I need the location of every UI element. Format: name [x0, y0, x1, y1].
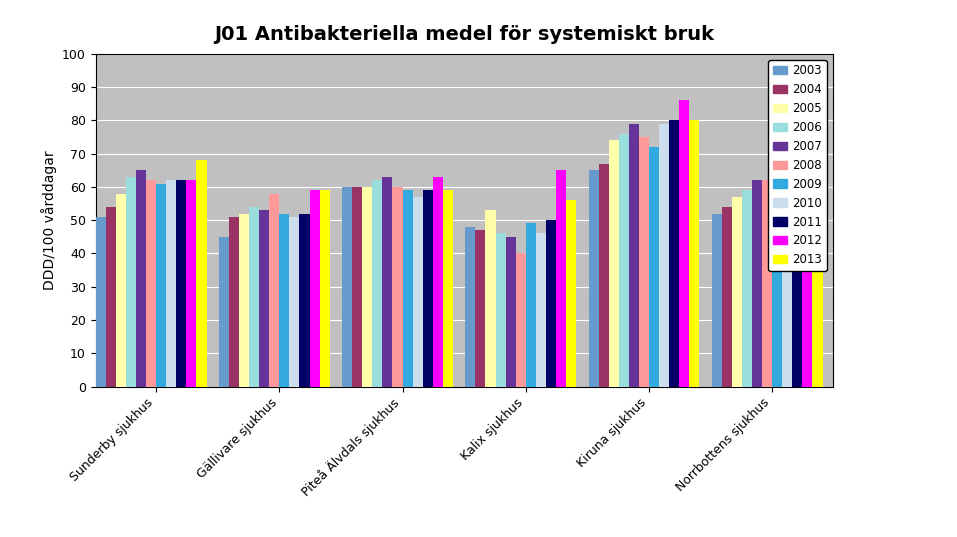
Bar	[639, 137, 649, 387]
Bar	[196, 160, 207, 387]
Bar	[485, 210, 496, 387]
Bar	[516, 253, 525, 387]
Bar	[156, 184, 167, 387]
Title: J01 Antibakteriella medel för systemiskt bruk: J01 Antibakteriella medel för systemiskt…	[214, 25, 714, 44]
Bar	[742, 190, 752, 387]
Bar	[167, 180, 176, 387]
Bar	[412, 197, 423, 387]
Bar	[96, 217, 106, 387]
Bar	[598, 164, 609, 387]
Bar	[762, 180, 772, 387]
Bar	[629, 124, 639, 387]
Bar	[732, 197, 742, 387]
Bar	[219, 237, 229, 387]
Bar	[752, 180, 762, 387]
Bar	[106, 207, 116, 387]
Bar	[136, 170, 146, 387]
Bar	[279, 214, 289, 387]
Bar	[465, 227, 476, 387]
Bar	[669, 120, 679, 387]
Bar	[300, 214, 309, 387]
Bar	[525, 223, 536, 387]
Bar	[722, 207, 732, 387]
Bar	[609, 140, 619, 387]
Bar	[352, 187, 363, 387]
Bar	[269, 193, 279, 387]
Bar	[619, 134, 629, 387]
Bar	[476, 230, 485, 387]
Bar	[689, 120, 700, 387]
Bar	[320, 190, 330, 387]
Bar	[712, 214, 722, 387]
Bar	[289, 217, 300, 387]
Bar	[126, 177, 136, 387]
Legend: 2003, 2004, 2005, 2006, 2007, 2008, 2009, 2010, 2011, 2012, 2013: 2003, 2004, 2005, 2006, 2007, 2008, 2009…	[768, 60, 827, 271]
Bar	[772, 197, 782, 387]
Bar	[146, 180, 156, 387]
Bar	[782, 197, 792, 387]
Bar	[649, 147, 659, 387]
Bar	[589, 170, 598, 387]
Bar	[249, 207, 259, 387]
Bar	[536, 234, 545, 387]
Bar	[342, 187, 352, 387]
Bar	[259, 210, 269, 387]
Bar	[443, 190, 453, 387]
Bar	[812, 170, 822, 387]
Bar	[309, 190, 320, 387]
Bar	[566, 200, 576, 387]
Bar	[505, 237, 516, 387]
Bar	[372, 180, 383, 387]
Bar	[187, 180, 196, 387]
Bar	[679, 100, 689, 387]
Bar	[363, 187, 372, 387]
Bar	[176, 180, 187, 387]
Bar	[433, 177, 443, 387]
Bar	[403, 190, 412, 387]
Bar	[659, 124, 669, 387]
Bar	[545, 220, 556, 387]
Y-axis label: DDD/100 vårddagar: DDD/100 vårddagar	[40, 150, 56, 290]
Bar	[496, 234, 505, 387]
Bar	[383, 177, 392, 387]
Bar	[802, 180, 812, 387]
Bar	[792, 184, 802, 387]
Bar	[229, 217, 239, 387]
Bar	[392, 187, 403, 387]
Bar	[423, 190, 433, 387]
Bar	[556, 170, 566, 387]
Bar	[116, 193, 126, 387]
Bar	[239, 214, 249, 387]
